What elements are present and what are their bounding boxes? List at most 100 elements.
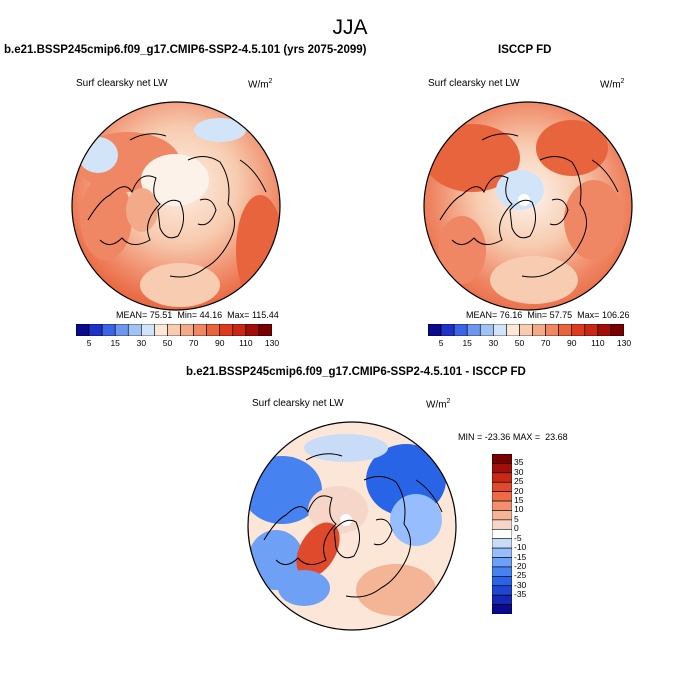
colorbar-swatch — [114, 324, 129, 336]
colorbar-swatch — [492, 472, 512, 483]
left-region-greenland — [126, 188, 158, 232]
right-variable-label: Surf clearsky net LW — [428, 78, 520, 89]
colorbar-tick-label: 15 — [110, 338, 120, 348]
right-region-warm-sw — [438, 216, 486, 284]
colorbar-tick-label: 130 — [264, 338, 280, 348]
colorbar-swatch — [532, 324, 546, 336]
left-unit-label: W/m2 — [248, 78, 273, 91]
colorbar-swatch — [141, 324, 155, 336]
colorbar-tick-label: 70 — [540, 338, 551, 348]
colorbar-swatch — [492, 585, 512, 596]
colorbar-swatch — [193, 324, 207, 336]
colorbar-swatch — [545, 324, 559, 336]
left-variable-label: Surf clearsky net LW — [76, 78, 168, 89]
colorbar-swatch — [492, 547, 512, 558]
colorbar-tick-label: 90 — [566, 338, 577, 348]
right-polar-map — [423, 101, 633, 311]
diff-region-pos-se — [356, 564, 436, 616]
colorbar-tick-label: 0 — [514, 523, 519, 534]
colorbar-tick-label: 10 — [514, 504, 524, 515]
colorbar-swatch — [245, 324, 260, 336]
left-colorbar — [76, 324, 272, 336]
colorbar-swatch — [493, 324, 507, 336]
main-title: JJA — [332, 16, 368, 39]
colorbar-swatch — [206, 324, 221, 336]
colorbar-tick-label: -15 — [514, 551, 527, 562]
colorbar-swatch — [492, 500, 512, 511]
right-region-warm-nw — [424, 124, 520, 192]
diff-region-missing — [340, 514, 352, 526]
right-colorbar — [428, 324, 624, 336]
colorbar-swatch — [492, 604, 512, 614]
diff-colorbar-ticks: 35 30 25 20 15 10 5 0 -5 -10 -15 -20 -25 -30 -35 — [514, 454, 544, 614]
left-panel-title: b.e21.BSSP245cmip6.f09_g17.CMIP6-SSP2-4.… — [4, 44, 367, 56]
colorbar-swatch — [610, 324, 624, 336]
diff-polar-map — [247, 421, 457, 631]
colorbar-swatch — [571, 324, 586, 336]
colorbar-tick-label: 5 — [514, 513, 519, 524]
left-region-warm-e — [236, 195, 280, 305]
diff-unit-label: W/m2 — [426, 398, 451, 411]
colorbar-tick-label: -20 — [514, 560, 527, 571]
colorbar-tick-label: 110 — [591, 338, 605, 348]
colorbar-swatch — [492, 557, 512, 568]
colorbar-swatch — [558, 324, 573, 336]
colorbar-swatch — [428, 324, 442, 336]
colorbar-tick-label: 30 — [488, 338, 499, 348]
colorbar-swatch — [492, 528, 512, 540]
colorbar-swatch — [584, 324, 599, 336]
colorbar-swatch — [506, 324, 520, 336]
right-region-warm-e — [564, 180, 624, 260]
colorbar-tick-label: 70 — [188, 338, 199, 348]
colorbar-swatch — [492, 463, 512, 474]
colorbar-swatch — [492, 510, 512, 521]
right-unit-label: W/m2 — [600, 78, 625, 91]
colorbar-tick-label: 5 — [86, 338, 92, 348]
left-region-ocean-pole — [141, 154, 209, 206]
diff-region-neg-n — [304, 434, 388, 462]
right-region-warm-ne — [536, 120, 608, 176]
diff-stats: MIN = -23.36 MAX = 23.68 — [458, 432, 568, 442]
colorbar-swatch — [180, 324, 194, 336]
right-colorbar-ticks: 5 15 30 50 70 90 110 130 — [428, 338, 631, 350]
left-coastlines — [87, 133, 267, 278]
colorbar-tick-label: 15 — [514, 495, 524, 506]
diff-coastlines — [263, 453, 443, 598]
right-panel-title: ISCCP FD — [498, 44, 552, 56]
left-colorbar-ticks: 5 15 30 50 70 90 110 130 — [76, 338, 279, 350]
colorbar-swatch — [101, 324, 116, 336]
colorbar-swatch — [127, 324, 142, 336]
colorbar-tick-label: 50 — [162, 338, 173, 348]
colorbar-tick-label: 25 — [514, 476, 524, 487]
colorbar-swatch — [479, 324, 494, 336]
left-region-s — [140, 263, 220, 307]
colorbar-tick-label: -10 — [514, 542, 527, 553]
colorbar-swatch — [492, 519, 512, 530]
diff-colorbar — [492, 454, 512, 614]
colorbar-swatch — [88, 324, 103, 336]
colorbar-tick-label: 130 — [616, 338, 632, 348]
left-region-cool-nw — [78, 137, 118, 173]
left-stats: MEAN= 75.51 Min= 44.16 Max= 115.44 — [116, 310, 279, 320]
colorbar-tick-label: 20 — [514, 485, 524, 496]
colorbar-swatch — [519, 324, 533, 336]
diff-region-neg-sw — [278, 570, 330, 606]
colorbar-swatch — [492, 454, 512, 464]
colorbar-swatch — [76, 324, 90, 336]
colorbar-tick-label: 5 — [438, 338, 444, 348]
colorbar-tick-label: 50 — [514, 338, 525, 348]
colorbar-swatch — [219, 324, 234, 336]
colorbar-swatch — [597, 324, 612, 336]
left-region-cool-n — [194, 118, 246, 142]
right-stats: MEAN= 76.16 Min= 57.75 Max= 106.26 — [466, 310, 630, 320]
colorbar-tick-label: -30 — [514, 579, 527, 590]
colorbar-tick-label: -35 — [514, 589, 527, 600]
colorbar-tick-label: -25 — [514, 570, 527, 581]
colorbar-tick-label: -5 — [514, 532, 522, 543]
diff-region-neg-e — [390, 494, 442, 546]
colorbar-tick-label: 90 — [214, 338, 225, 348]
colorbar-swatch — [492, 576, 512, 587]
left-region-warm-w — [80, 176, 132, 260]
diff-panel-title: b.e21.BSSP245cmip6.f09_g17.CMIP6-SSP2-4.… — [186, 366, 526, 378]
right-coastlines — [439, 133, 619, 278]
